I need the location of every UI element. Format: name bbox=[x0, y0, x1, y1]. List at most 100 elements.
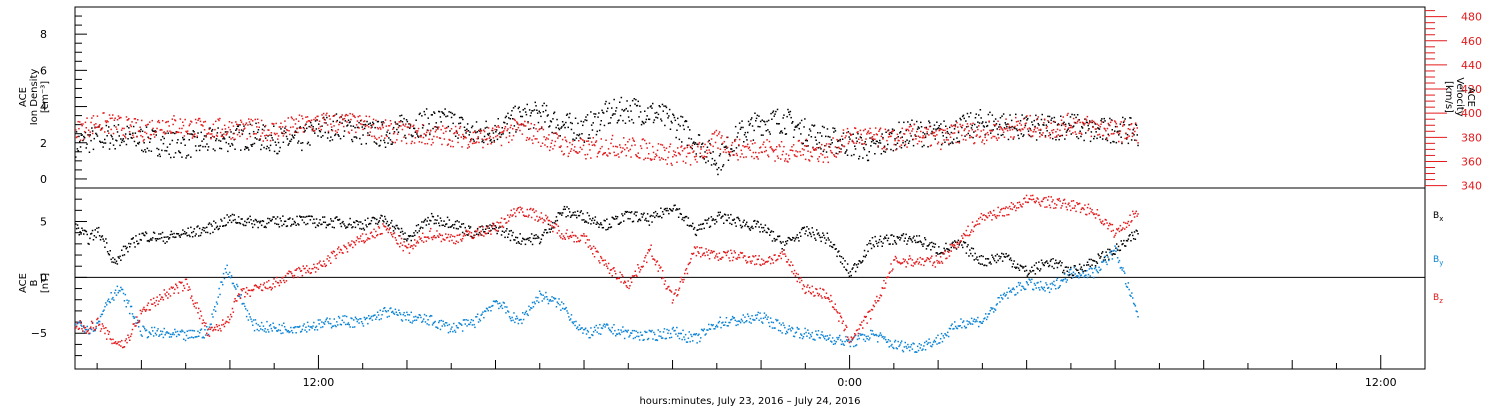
data-point bbox=[523, 125, 525, 127]
data-point bbox=[715, 326, 717, 328]
data-point bbox=[760, 121, 762, 123]
data-point bbox=[325, 122, 327, 124]
data-point bbox=[94, 138, 96, 140]
data-point bbox=[692, 340, 694, 342]
data-point bbox=[204, 129, 206, 131]
data-point bbox=[708, 324, 710, 326]
data-point bbox=[974, 253, 976, 255]
data-point bbox=[592, 335, 594, 337]
data-point bbox=[141, 150, 143, 152]
data-point bbox=[782, 154, 784, 156]
data-point bbox=[954, 132, 956, 134]
data-point bbox=[570, 122, 572, 124]
data-point bbox=[853, 264, 855, 266]
data-point bbox=[1011, 260, 1013, 262]
data-point bbox=[765, 224, 767, 226]
data-point bbox=[295, 222, 297, 224]
data-point bbox=[579, 151, 581, 153]
data-point bbox=[331, 327, 333, 329]
data-point bbox=[81, 134, 83, 136]
data-point bbox=[300, 127, 302, 129]
data-point bbox=[533, 306, 535, 308]
data-point bbox=[314, 130, 316, 132]
data-point bbox=[269, 150, 271, 152]
data-point bbox=[1014, 128, 1016, 130]
data-point bbox=[242, 130, 244, 132]
data-point bbox=[704, 156, 706, 158]
data-point bbox=[868, 339, 870, 341]
data-point bbox=[793, 144, 795, 146]
data-point bbox=[1120, 250, 1122, 252]
data-point bbox=[822, 232, 824, 234]
data-point bbox=[421, 221, 423, 223]
data-point bbox=[362, 134, 364, 136]
data-point bbox=[395, 309, 397, 311]
data-point bbox=[519, 111, 521, 113]
data-point bbox=[125, 246, 127, 248]
data-point bbox=[219, 118, 221, 120]
data-point bbox=[314, 329, 316, 331]
data-point bbox=[390, 307, 392, 309]
data-point bbox=[505, 126, 507, 128]
data-point bbox=[364, 317, 366, 319]
data-point bbox=[111, 136, 113, 138]
data-point bbox=[928, 244, 930, 246]
data-point bbox=[765, 124, 767, 126]
data-point bbox=[938, 127, 940, 129]
data-point bbox=[519, 233, 521, 235]
data-point bbox=[809, 232, 811, 234]
data-point bbox=[801, 335, 803, 337]
data-point bbox=[287, 225, 289, 227]
data-point bbox=[572, 123, 574, 125]
data-point bbox=[473, 132, 475, 134]
data-point bbox=[1128, 135, 1130, 137]
data-point bbox=[533, 135, 535, 137]
data-point bbox=[696, 155, 698, 157]
data-point bbox=[245, 225, 247, 227]
data-point bbox=[435, 223, 437, 225]
ion-density-series bbox=[75, 97, 1139, 175]
data-point bbox=[93, 239, 95, 241]
data-point bbox=[1005, 122, 1007, 124]
data-point bbox=[119, 290, 121, 292]
data-point bbox=[350, 224, 352, 226]
data-point bbox=[674, 205, 676, 207]
data-point bbox=[434, 126, 436, 128]
data-point bbox=[548, 303, 550, 305]
data-point bbox=[727, 147, 729, 149]
data-point bbox=[254, 143, 256, 145]
data-point bbox=[342, 315, 344, 317]
data-point bbox=[1046, 126, 1048, 128]
data-point bbox=[776, 146, 778, 148]
data-point bbox=[250, 144, 252, 146]
data-point bbox=[906, 139, 908, 141]
data-point bbox=[736, 147, 738, 149]
data-point bbox=[477, 228, 479, 230]
data-point bbox=[1090, 141, 1092, 143]
data-point bbox=[622, 120, 624, 122]
data-point bbox=[117, 263, 119, 265]
data-point bbox=[426, 224, 428, 226]
data-point bbox=[197, 331, 199, 333]
data-point bbox=[750, 322, 752, 324]
data-point bbox=[929, 122, 931, 124]
data-point bbox=[104, 247, 106, 249]
data-point bbox=[530, 128, 532, 129]
data-point bbox=[443, 113, 445, 115]
data-point bbox=[964, 128, 966, 130]
data-point bbox=[529, 237, 531, 239]
data-point bbox=[452, 146, 454, 148]
data-point bbox=[111, 118, 113, 120]
data-point bbox=[218, 288, 220, 290]
data-point bbox=[113, 144, 115, 146]
data-point bbox=[778, 157, 780, 159]
data-point bbox=[636, 336, 638, 338]
data-point bbox=[1067, 271, 1069, 273]
data-point bbox=[222, 129, 224, 131]
data-point bbox=[1017, 130, 1019, 132]
data-point bbox=[869, 128, 871, 130]
data-point bbox=[600, 333, 602, 335]
data-point bbox=[167, 146, 169, 148]
data-point bbox=[152, 120, 154, 122]
data-point bbox=[614, 330, 616, 332]
